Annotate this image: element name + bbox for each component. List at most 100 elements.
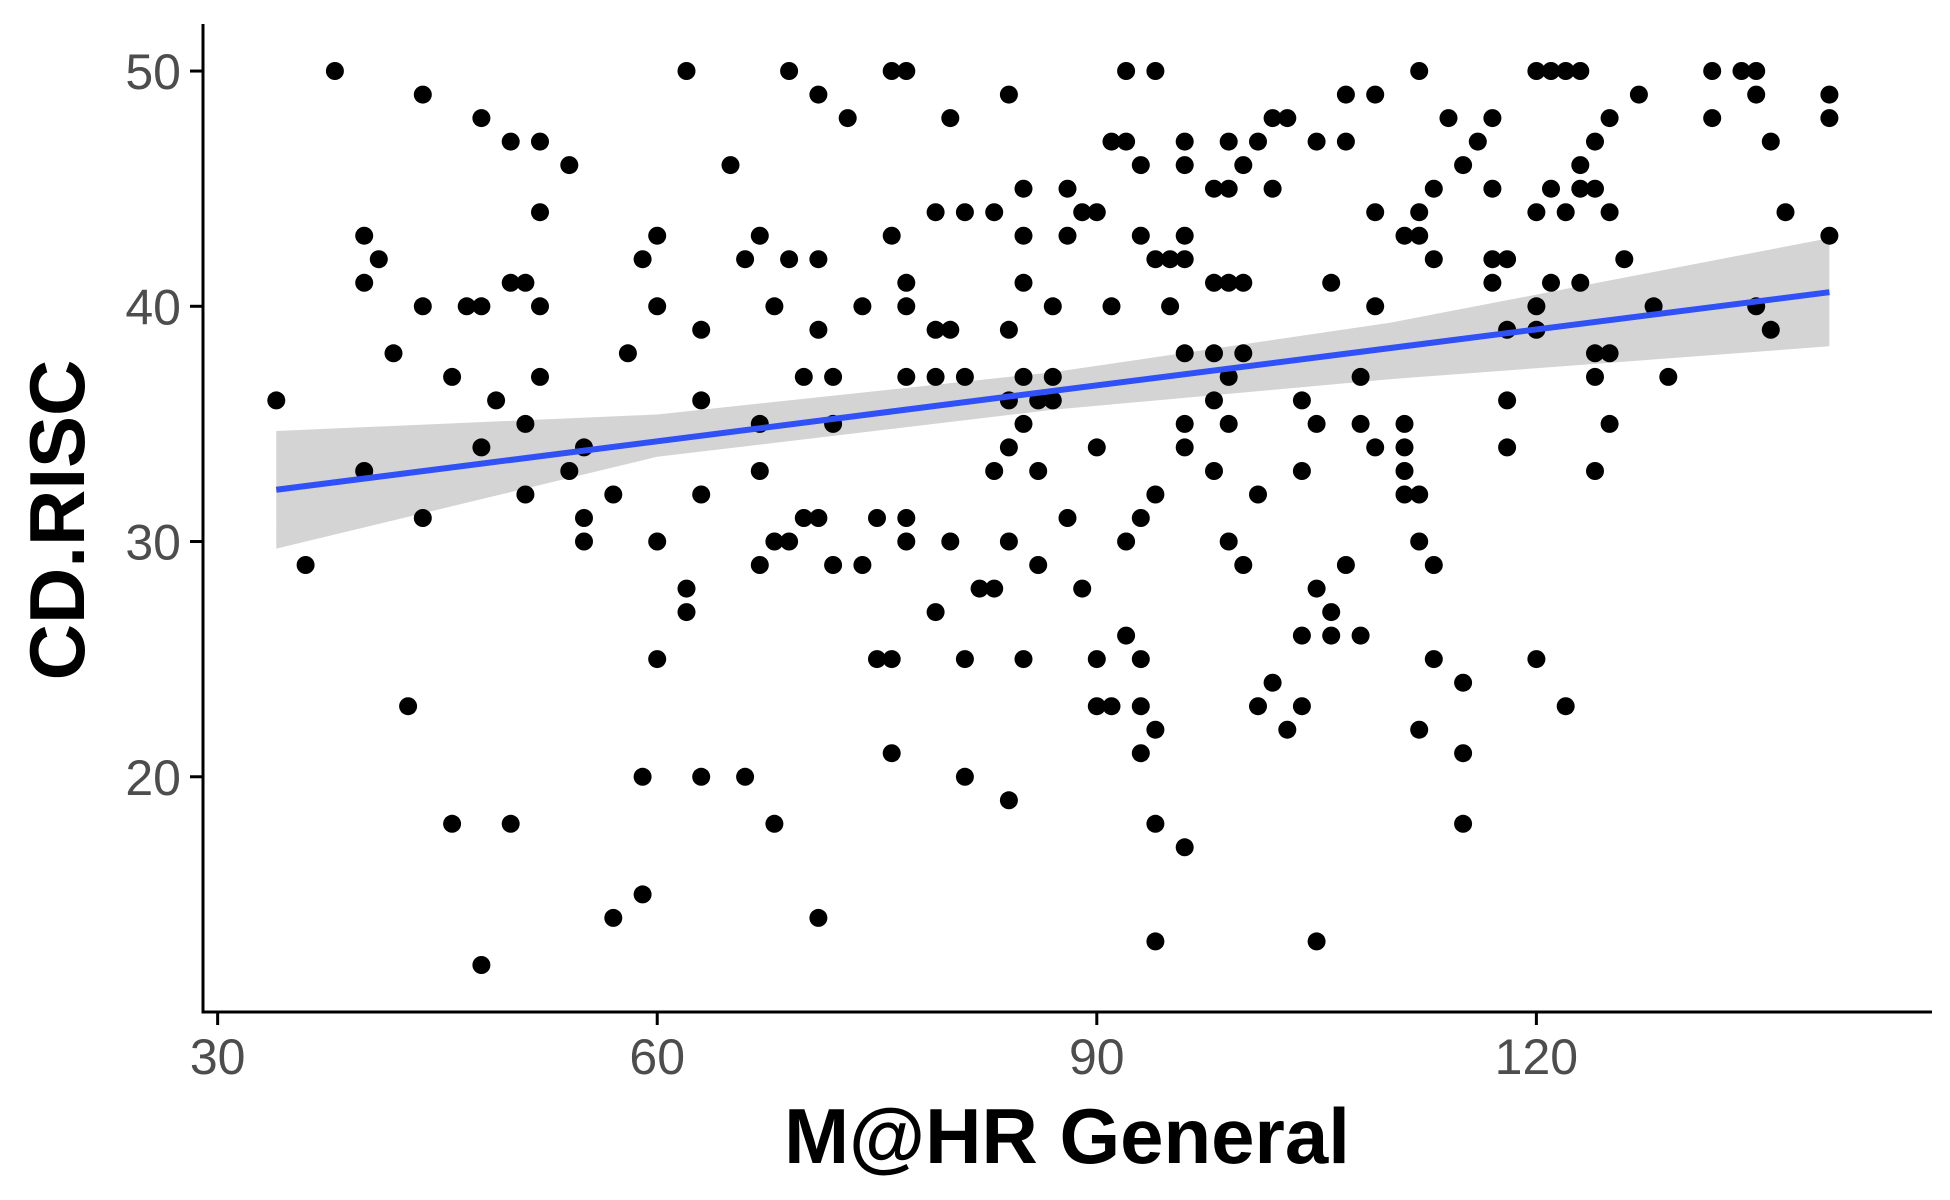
data-point xyxy=(1292,391,1311,410)
data-point xyxy=(955,203,974,222)
data-point xyxy=(1483,250,1502,269)
data-point xyxy=(1571,156,1590,175)
data-point xyxy=(1542,62,1560,80)
data-point xyxy=(1249,485,1267,504)
data-point xyxy=(1219,532,1238,551)
data-point xyxy=(999,438,1018,457)
data-point xyxy=(955,767,974,786)
data-point xyxy=(1131,697,1150,716)
data-point xyxy=(604,908,623,927)
data-point xyxy=(1263,109,1282,128)
data-point xyxy=(1131,156,1150,175)
x-tick-label: 90 xyxy=(1069,1029,1125,1085)
data-point xyxy=(1014,414,1033,433)
y-tick-label: 50 xyxy=(125,44,181,100)
data-point xyxy=(750,226,769,245)
data-point xyxy=(1527,297,1546,316)
data-point xyxy=(941,532,960,551)
data-point xyxy=(575,532,593,551)
data-point xyxy=(575,509,593,527)
data-point xyxy=(1292,626,1311,645)
data-point xyxy=(1820,109,1839,128)
data-point xyxy=(1336,556,1355,574)
data-point xyxy=(1424,179,1443,198)
data-point xyxy=(1703,62,1722,80)
x-tick-label: 30 xyxy=(190,1029,246,1085)
data-point xyxy=(1483,179,1502,198)
data-point xyxy=(985,579,1004,598)
data-point xyxy=(692,391,711,410)
data-point xyxy=(1058,179,1077,198)
data-point xyxy=(1117,626,1136,645)
data-point xyxy=(1234,344,1253,363)
data-point xyxy=(1761,132,1780,151)
data-point xyxy=(1146,814,1165,833)
data-point xyxy=(809,85,828,104)
data-point xyxy=(1205,344,1223,363)
data-point xyxy=(384,344,403,363)
data-point xyxy=(1454,814,1473,833)
data-point xyxy=(1131,226,1150,245)
data-point xyxy=(955,367,974,386)
data-point xyxy=(926,203,945,222)
data-point xyxy=(1307,414,1326,433)
data-point xyxy=(985,462,1004,480)
data-point xyxy=(633,250,652,269)
data-point xyxy=(677,62,696,80)
data-point xyxy=(1410,720,1429,739)
data-point xyxy=(531,297,549,316)
data-point xyxy=(1351,626,1370,645)
data-point xyxy=(780,250,799,269)
data-point xyxy=(1131,744,1150,763)
data-point xyxy=(487,391,506,410)
data-point xyxy=(355,226,374,245)
data-point xyxy=(1732,62,1751,80)
data-point xyxy=(1278,109,1297,128)
data-point xyxy=(1395,414,1414,433)
data-point xyxy=(1336,132,1355,151)
data-point xyxy=(1234,156,1253,175)
data-point xyxy=(516,485,535,504)
data-point xyxy=(1249,697,1267,716)
data-point xyxy=(413,509,432,527)
data-point xyxy=(897,367,916,386)
data-point xyxy=(472,109,491,128)
data-point xyxy=(1219,414,1238,433)
data-point xyxy=(882,650,901,669)
data-point xyxy=(413,297,432,316)
data-point xyxy=(1454,156,1473,175)
fit-line-layer xyxy=(275,289,1830,493)
data-point xyxy=(1468,132,1487,151)
data-point xyxy=(1161,297,1180,316)
data-point xyxy=(1629,85,1648,104)
data-point xyxy=(1527,650,1546,669)
data-point xyxy=(1600,344,1619,363)
data-point xyxy=(1322,273,1341,292)
data-point xyxy=(780,62,799,80)
data-point xyxy=(1498,391,1517,410)
data-point xyxy=(677,579,696,598)
data-point xyxy=(1644,297,1663,316)
data-point xyxy=(1424,650,1443,669)
data-point xyxy=(765,532,784,551)
data-point xyxy=(1043,391,1062,410)
data-point xyxy=(1322,626,1341,645)
data-point xyxy=(853,556,872,574)
data-point xyxy=(882,744,901,763)
data-point xyxy=(1219,132,1238,151)
data-point xyxy=(692,320,711,339)
data-point xyxy=(1219,367,1238,386)
data-point xyxy=(648,650,667,669)
data-point xyxy=(897,297,916,316)
data-point xyxy=(999,320,1018,339)
data-point xyxy=(809,250,828,269)
data-point xyxy=(750,556,769,574)
data-point xyxy=(472,297,491,316)
data-point xyxy=(721,156,740,175)
data-point xyxy=(794,367,813,386)
data-point xyxy=(1014,273,1033,292)
data-point xyxy=(1424,556,1443,574)
data-point xyxy=(1659,367,1678,386)
data-point xyxy=(882,226,901,245)
data-point xyxy=(1366,203,1385,222)
